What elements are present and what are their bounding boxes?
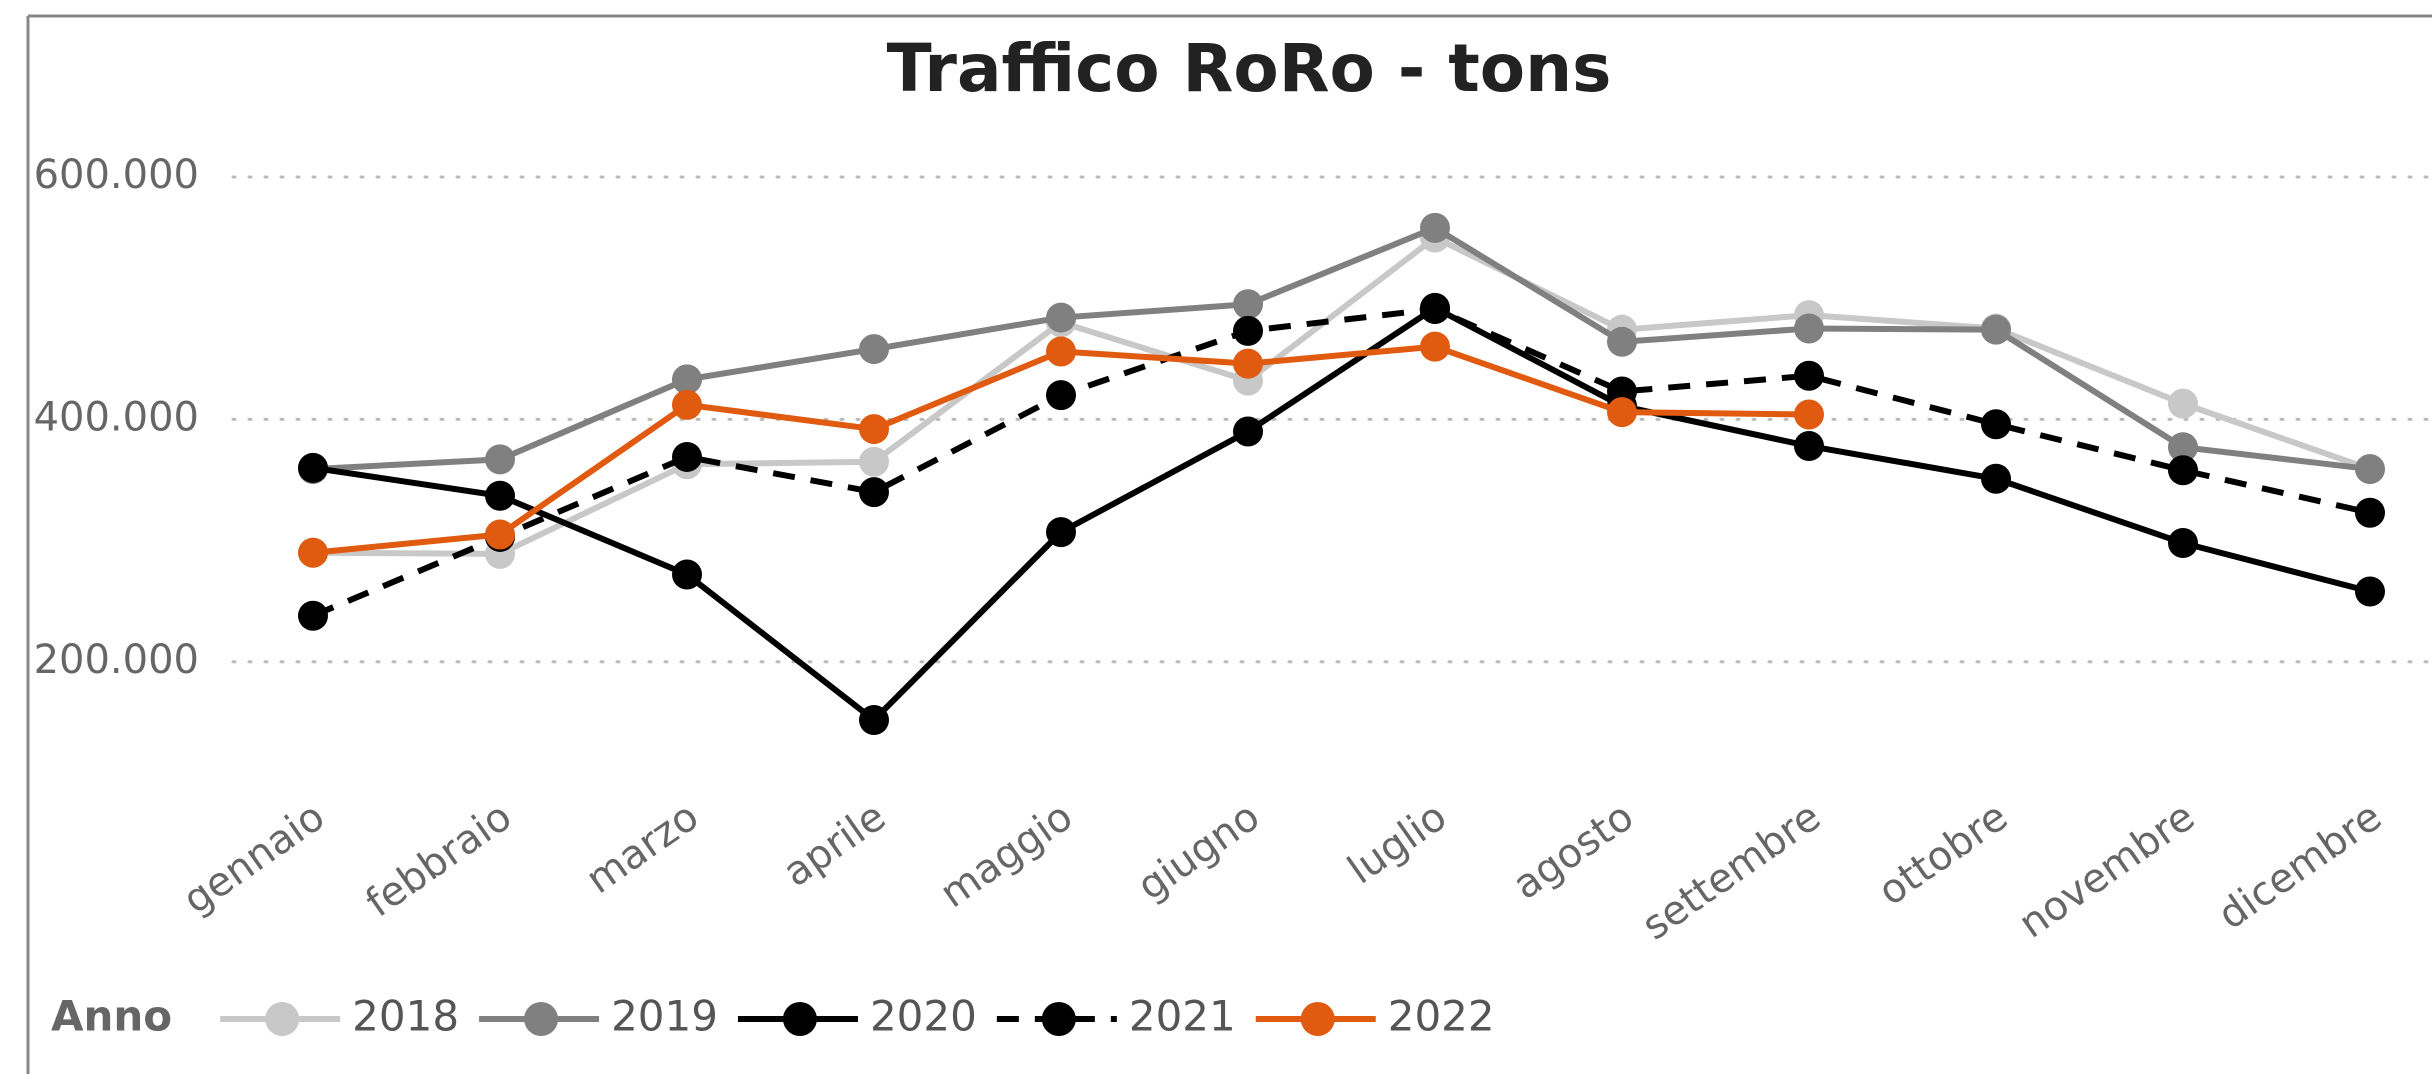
point	[2168, 388, 2198, 419]
point	[1794, 431, 1824, 462]
point	[2355, 576, 2385, 607]
point	[859, 704, 889, 735]
point	[859, 446, 889, 477]
legend-marker	[1041, 1002, 1076, 1036]
x-tick-label: luglio	[1340, 794, 1455, 894]
point	[485, 519, 515, 550]
legend-label: 2019	[611, 992, 718, 1041]
x-tick-label: febbraio	[358, 794, 520, 927]
point	[485, 444, 515, 475]
point	[1046, 336, 1076, 367]
point	[672, 559, 702, 590]
legend-title: Anno	[51, 992, 172, 1041]
point	[1794, 360, 1824, 391]
y-tick-label: 400.000	[34, 394, 199, 440]
x-tick-label: settembre	[1634, 794, 1829, 950]
x-tick-label: novembre	[2011, 794, 2203, 948]
y-tick-label: 600.000	[34, 152, 199, 198]
point	[1046, 380, 1076, 411]
legend-marker	[265, 1002, 300, 1036]
point	[485, 480, 515, 511]
point	[859, 414, 889, 445]
legend-label: 2022	[1388, 992, 1495, 1041]
point	[859, 477, 889, 508]
point	[2355, 454, 2385, 485]
point	[2168, 528, 2198, 559]
point	[1607, 397, 1637, 428]
x-tick-label: ottobre	[1870, 794, 2016, 915]
series-line	[312, 224, 2371, 473]
point	[1981, 409, 2011, 440]
x-tick-label: agosto	[1505, 794, 1642, 909]
x-tick-label: maggio	[932, 794, 1081, 918]
point	[1233, 315, 1263, 346]
point	[298, 600, 328, 631]
point	[1607, 376, 1637, 407]
point	[1420, 212, 1450, 243]
point	[1420, 294, 1450, 325]
legend-marker	[524, 1002, 559, 1036]
chart-title: Traffico RoRo - tons	[887, 30, 1612, 107]
point	[672, 389, 702, 420]
x-tick-label: aprile	[775, 794, 894, 897]
point	[1981, 314, 2011, 345]
x-tick-label: dicembre	[2210, 794, 2390, 939]
point	[672, 441, 702, 472]
point	[1233, 289, 1263, 320]
point	[2355, 497, 2385, 528]
x-tick-label: gennaio	[175, 794, 333, 924]
legend-label: 2020	[870, 992, 977, 1041]
point	[1233, 416, 1263, 447]
point	[1420, 331, 1450, 362]
legend-marker	[1300, 1002, 1335, 1036]
point	[1046, 517, 1076, 548]
point	[1607, 326, 1637, 357]
point	[1794, 313, 1824, 344]
x-tick-label: marzo	[578, 794, 707, 904]
point	[2168, 455, 2198, 486]
point	[672, 364, 702, 395]
point	[2168, 432, 2198, 463]
point	[1233, 348, 1263, 379]
point	[1981, 463, 2011, 494]
point	[298, 537, 328, 568]
series-line	[312, 234, 2371, 557]
point	[1046, 302, 1076, 333]
series-line	[312, 304, 2371, 723]
point	[298, 452, 328, 483]
legend-marker	[782, 1002, 817, 1036]
legend-label: 2021	[1129, 992, 1236, 1041]
point	[859, 334, 889, 365]
x-tick-label: giugno	[1129, 794, 1268, 910]
legend-label: 2018	[352, 992, 459, 1041]
y-tick-label: 200.000	[34, 637, 199, 683]
point	[1794, 399, 1824, 430]
